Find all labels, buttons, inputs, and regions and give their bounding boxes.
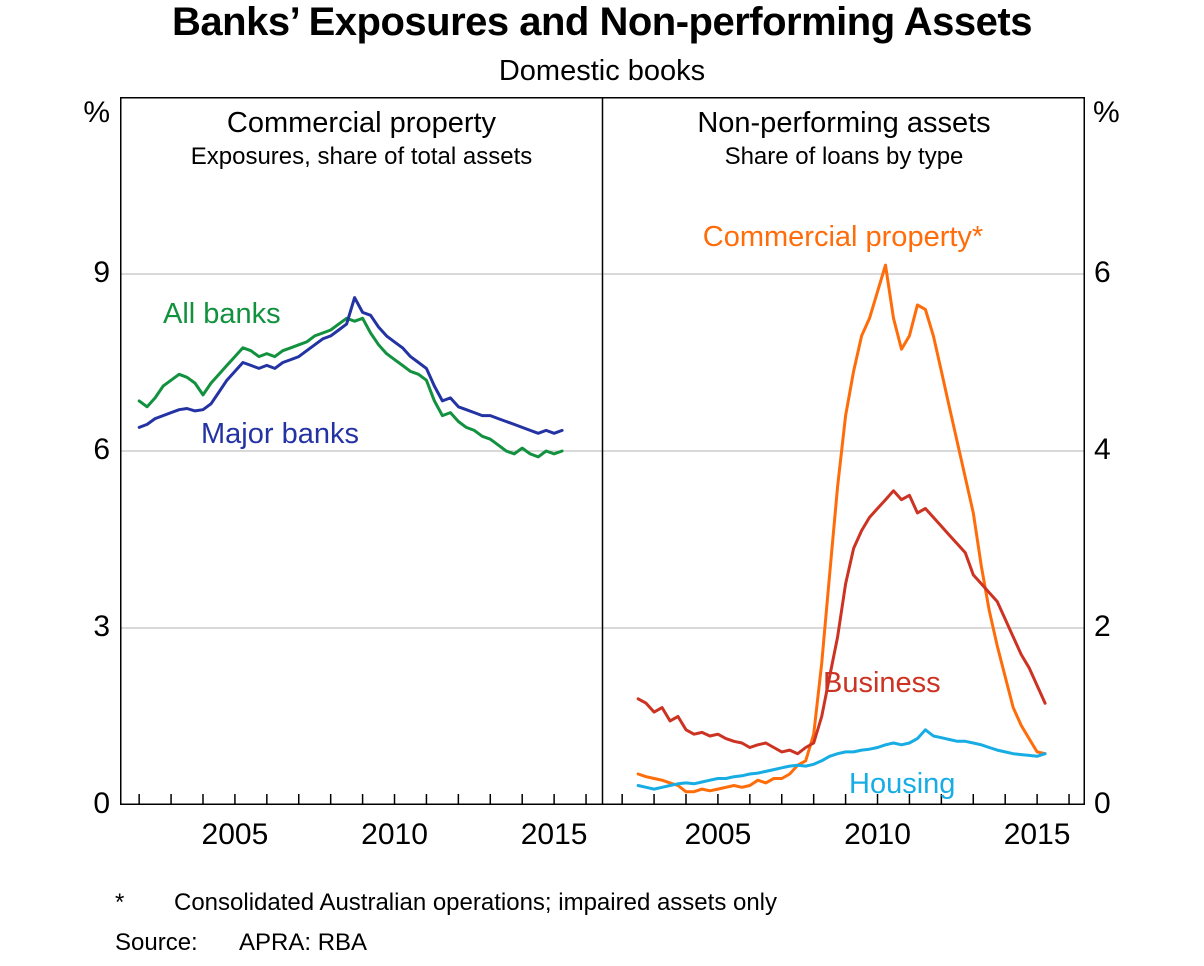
y-tick-label-right: 2 <box>1094 610 1111 643</box>
series-label-business: Business <box>823 667 941 699</box>
series-line-commercial-property <box>636 263 1047 794</box>
right-panel-subtitle: Share of loans by type <box>724 143 964 170</box>
footnote-text: Consolidated Australian operations; impa… <box>174 889 778 916</box>
y-axis-unit-right: % <box>1093 96 1120 129</box>
x-tick-label: 2010 <box>361 818 428 851</box>
series-line-major-banks <box>137 296 564 435</box>
y-tick-label-left: 6 <box>93 433 110 466</box>
left-panel-subtitle: Exposures, share of total assets <box>190 143 533 170</box>
series-line-business <box>636 489 1047 756</box>
y-tick-label-right: 4 <box>1094 433 1111 466</box>
source-line: Source: APRA: RBA <box>115 929 367 957</box>
y-tick-label-left: 0 <box>93 787 110 820</box>
left-panel-title: Commercial property <box>226 107 497 139</box>
source-text: APRA: RBA <box>239 929 368 956</box>
x-tick-label: 2015 <box>520 818 588 851</box>
y-tick-label-right: 0 <box>1094 787 1111 820</box>
series-line-housing <box>636 728 1047 791</box>
series-label-all-banks: All banks <box>163 298 281 330</box>
y-axis-unit-left: % <box>83 96 110 129</box>
series-label-major-banks: Major banks <box>201 418 359 450</box>
series-line-all-banks <box>137 316 564 459</box>
footnote: * Consolidated Australian operations; imp… <box>115 889 777 917</box>
plot-border <box>120 97 1085 805</box>
y-tick-label-left: 3 <box>93 610 110 643</box>
x-tick-label: 2005 <box>201 818 269 851</box>
x-tick-label: 2005 <box>684 818 752 851</box>
x-tick-label: 2015 <box>1003 818 1071 851</box>
series-label-housing: Housing <box>849 768 956 800</box>
y-tick-label-right: 6 <box>1094 256 1111 289</box>
x-tick-label: 2010 <box>844 818 911 851</box>
right-panel-title: Non-performing assets <box>697 107 991 139</box>
page-subtitle: Domestic books <box>498 55 706 87</box>
series-label-commercial-property: Commercial property* <box>702 221 984 253</box>
footnote-marker: * <box>115 889 125 916</box>
source-label: Source: <box>115 929 198 956</box>
chart-plot-area <box>120 97 1085 805</box>
y-tick-label-left: 9 <box>93 256 110 289</box>
page-title: Banks’ Exposures and Non-performing Asse… <box>172 0 1032 44</box>
